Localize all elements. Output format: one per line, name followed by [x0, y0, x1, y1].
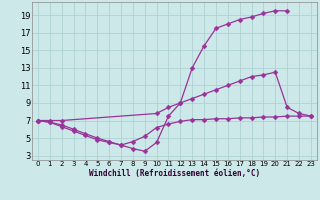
X-axis label: Windchill (Refroidissement éolien,°C): Windchill (Refroidissement éolien,°C): [89, 169, 260, 178]
